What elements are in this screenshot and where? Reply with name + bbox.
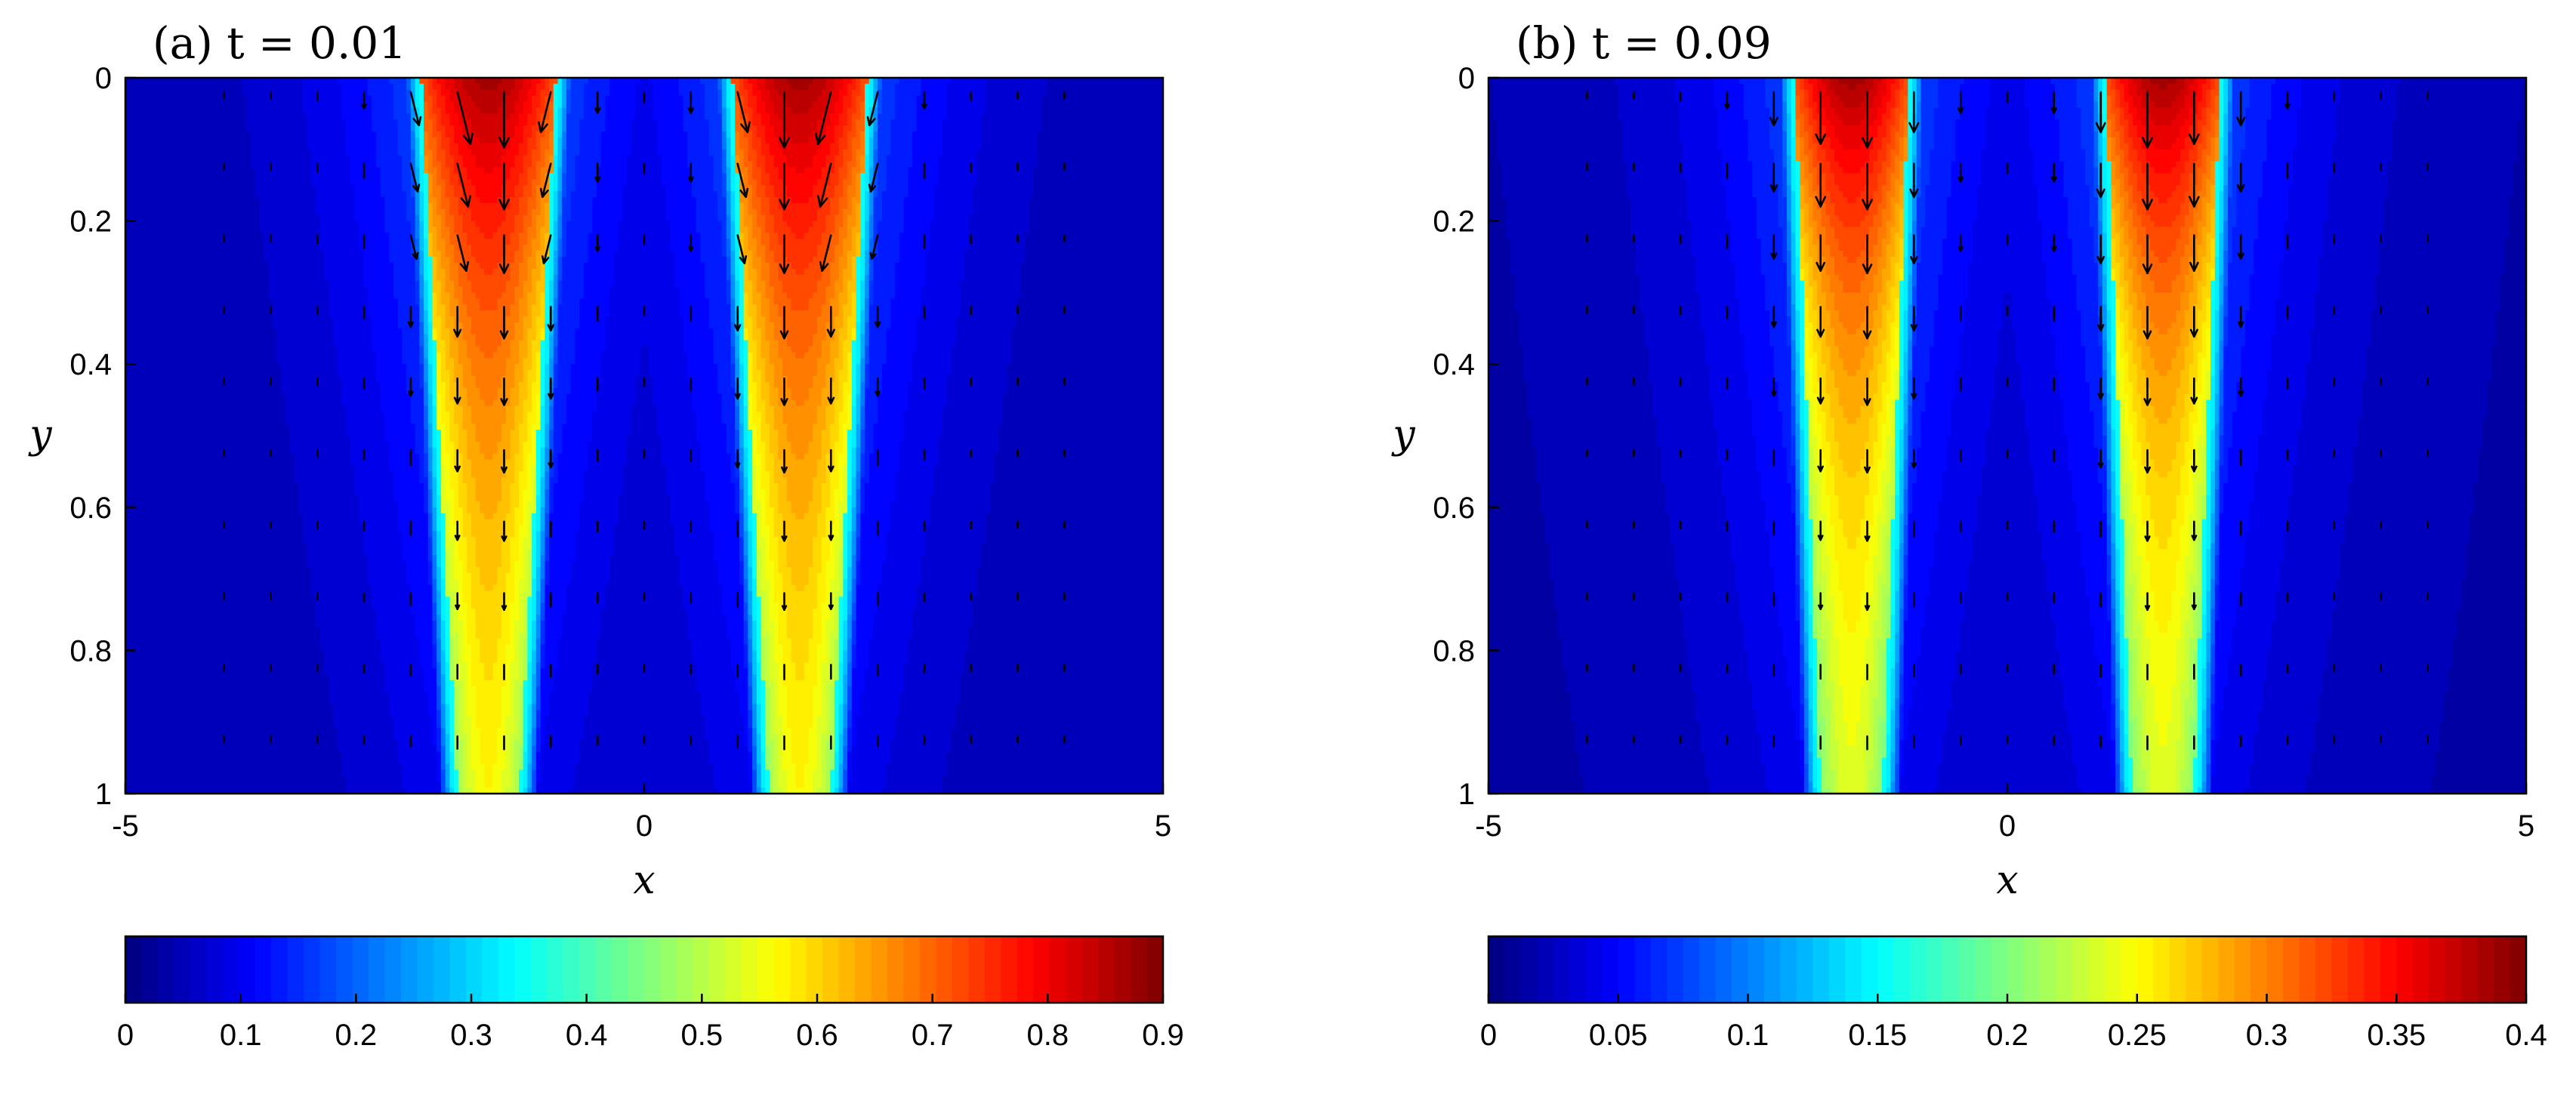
colorbar-tick-label: 0.5 [681, 1019, 723, 1052]
y-tick-label: 0.8 [1433, 634, 1475, 668]
y-tick-label: 0.4 [69, 348, 112, 381]
colorbar-tick-label: 0.2 [1986, 1019, 2028, 1052]
y-tick-label: 0.4 [1433, 348, 1475, 381]
y-tick-label: 0.6 [1433, 492, 1475, 525]
heatmap-field [125, 78, 1164, 794]
colorbar-tick-label: 0.8 [1027, 1019, 1069, 1052]
x-tick-label: 5 [2518, 809, 2534, 843]
y-tick-label: 0.6 [69, 492, 112, 525]
colorbar-tick-label: 0.4 [566, 1019, 608, 1052]
colorbar-tick-label: 0.15 [1848, 1019, 1907, 1052]
y-tick-label: 1 [95, 778, 112, 811]
colorbar-tick-label: 0.1 [220, 1019, 262, 1052]
colorbar-tick-label: 0.6 [796, 1019, 838, 1052]
colorbar-tick-label: 0.35 [2367, 1019, 2426, 1052]
colorbar-tick-label: 0.3 [450, 1019, 492, 1052]
y-axis-label: y [28, 412, 52, 458]
y-tick-label: 1 [1458, 778, 1475, 811]
colorbar-tick-label: 0.1 [1727, 1019, 1769, 1052]
x-tick-label: 0 [636, 809, 652, 843]
colorbar-tick-label: 0.25 [2108, 1019, 2167, 1052]
panel-title: (b) t = 0.09 [1516, 17, 1772, 69]
y-axis-label: y [1391, 412, 1415, 458]
colorbar-tick-label: 0.9 [1142, 1019, 1184, 1052]
colorbar-tick-label: 0.2 [335, 1019, 378, 1052]
colorbar-tick-label: 0.7 [912, 1019, 954, 1052]
x-axis-label: x [633, 858, 655, 903]
colorbar: 0 0.1 0.2 0.3 0.4 0.5 0.6 0.7 0.8 0.9 [117, 936, 1184, 1052]
x-tick-label: -5 [1475, 809, 1502, 843]
chart-panel-b: 0 0.2 0.4 0.6 0.8 1-5 0 5 x y (b) t = 0.09 0 0.05 0.1… [1391, 17, 2547, 1052]
panel-title: (a) t = 0.01 [153, 17, 406, 69]
x-axis-label: x [1996, 858, 2018, 903]
x-tick-label: 0 [1999, 809, 2016, 843]
colorbar: 0 0.05 0.1 0.15 0.2 0.25 0.3 0.35 0.4 [1480, 936, 2547, 1052]
y-tick-label: 0.2 [1433, 205, 1475, 239]
chart-panel-a: 00.20.40.60.81-5 0 5xy(a) t = 0.010 0.1 0.2 0… [28, 17, 1184, 1052]
y-tick-label: 0.2 [69, 205, 112, 239]
colorbar-tick-label: 0.4 [2505, 1019, 2547, 1052]
x-tick-label: -5 [112, 809, 139, 843]
colorbar-tick-label: 0.3 [2246, 1019, 2288, 1052]
y-tick-label: 0.8 [69, 634, 112, 668]
colorbar-tick-label: 0.05 [1589, 1019, 1648, 1052]
colorbar-tick-label: 0 [1480, 1019, 1497, 1052]
heatmap-field [1489, 78, 2527, 794]
colorbar-tick-label: 0 [117, 1019, 134, 1052]
y-tick-label: 0 [95, 62, 112, 95]
x-tick-label: 5 [1155, 809, 1171, 843]
y-tick-label: 0 [1458, 62, 1475, 95]
